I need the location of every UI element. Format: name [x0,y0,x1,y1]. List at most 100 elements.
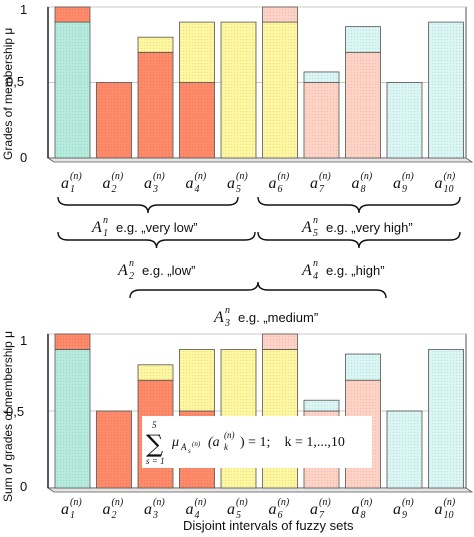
bottom-category-sub-3: 3 [152,510,158,521]
bottom-category-sub-7: 7 [319,510,325,521]
set-label-A4: A 4 n e.g. „high” [301,258,385,282]
top-category-sub-7: 7 [319,184,325,195]
bottom-category-label-6: a 6 (n) [269,497,290,521]
formula-mu: μ [171,435,179,450]
top-category-base-7: a [310,175,318,192]
top-category-label-6: a 6 (n) [269,171,290,195]
top-category-sub-10: 10 [444,184,454,195]
set-sup-A4: n [313,258,318,269]
set-sup-A1: n [103,215,108,226]
brace-n-5 [257,196,461,214]
top-bar-texture-4-A2 [179,82,215,158]
bottom-category-label-7: a 7 (n) [310,497,331,521]
bottom-category-sub-4: 4 [195,510,200,521]
top-category-sub-5: 5 [236,184,241,195]
top-category-label-9: a 9 (n) [393,171,414,195]
bottom-bar-texture-3-A3 [138,364,173,381]
set-symbol-A2: A [117,262,128,279]
bottom-category-base-2: a [103,501,111,518]
fuzzy-set-braces: A 1n e.g. „very low”A 2n e.g. „low”A 3n e.g. „… [57,196,461,329]
y-tick-0: 0 [20,479,27,494]
bottom-category-label-9: a 9 (n) [393,497,414,521]
bottom-category-sup-2: (n) [112,497,124,508]
bottom-category-base-8: a [352,501,360,518]
set-symbol-A5: A [301,219,312,236]
bottom-category-label-10: a 10 (n) [435,497,456,521]
top-bar-texture-7-A5 [304,71,339,83]
bottom-category-label-5: a 5 (n) [227,497,248,521]
top-bar-texture-1-A1 [55,22,90,158]
bottom-category-label-3: a 3 (n) [144,497,165,521]
membership-chart: 1 0,5 0 Grades of membership μ a 1(n) a 2(n… [1,2,474,195]
top-category-label-3: a 3 (n) [144,171,165,195]
top-bar-texture-2-A2 [96,82,132,158]
formula-box: 5 ∑ s = 1 μ A s (n) (a k (n) ) = 1; k = … [142,416,372,468]
top-category-sub-8: 8 [361,184,366,195]
set-symbol-A3: A [213,309,224,326]
bottom-category-base-10: a [435,501,443,518]
set-symbol-A1: A [91,219,102,236]
top-category-base-10: a [435,175,443,192]
set-sub-A4: 4 [313,271,318,282]
top-category-sub-1: 1 [70,184,75,195]
top-bar-texture-6-A4 [262,7,298,23]
brace-n-2 [57,231,256,249]
top-category-label-10: a 10 (n) [435,171,456,195]
bottom-category-sup-5: (n) [236,497,248,508]
top-category-sup-3: (n) [153,171,165,182]
top-bar-texture-3-A3 [138,37,173,53]
top-category-sub-2: 2 [112,184,117,195]
top-bar-texture-6-A3 [262,22,298,158]
bottom-category-base-5: a [227,501,235,518]
set-label-A3: A 3 n e.g. „medium” [213,305,318,329]
bottom-category-label-8: a 8 (n) [352,497,373,521]
set-sup-A5: n [313,215,318,226]
bars-layer [54,6,464,159]
set-desc-A2: e.g. „low” [142,263,195,278]
bottom-category-base-9: a [393,501,401,518]
top-category-sup-4: (n) [195,171,207,182]
y-tick-0-5: 0,5 [6,74,24,89]
bottom-category-sup-10: (n) [444,497,456,508]
y-tick-0: 0 [20,150,27,165]
top-bar-texture-4-A3 [179,22,215,83]
bottom-bar-texture-6-A4 [262,334,298,350]
bottom-category-base-4: a [186,501,194,518]
bottom-category-sup-1: (n) [70,497,82,508]
formula-mu-sub: A [180,442,187,452]
set-label-A1: A 1 n e.g. „very low” [91,215,198,239]
formula-mu-subsup: (n) [192,440,201,448]
set-desc-A3: e.g. „medium” [238,310,318,325]
top-category-sup-10: (n) [444,171,456,182]
bottom-category-base-1: a [61,501,69,518]
top-category-base-9: a [393,175,401,192]
bottom-bar-texture-9-A5 [387,411,422,488]
y-axis-label: Grades of membership μ [1,28,15,160]
top-category-sup-6: (n) [278,171,290,182]
bottom-bar-texture-8-A5 [345,354,381,381]
set-label-A2: A 2 n e.g. „low” [117,258,195,282]
top-category-sup-8: (n) [361,171,373,182]
top-category-label-2: a 2 (n) [103,171,124,195]
top-category-sub-6: 6 [278,184,283,195]
top-category-label-8: a 8 (n) [352,171,373,195]
bottom-category-sup-4: (n) [195,497,207,508]
bottom-category-sup-8: (n) [361,497,373,508]
top-category-base-2: a [103,175,111,192]
bottom-bar-texture-7-A5 [304,400,339,411]
set-sub-A3: 3 [224,318,230,329]
formula-mu-subsub: s [188,447,191,455]
sum-upper-limit: 5 [152,420,157,430]
y-tick-1: 1 [20,2,27,17]
bottom-bar-texture-1-A2 [55,334,90,350]
bottom-category-sub-1: 1 [70,510,75,521]
bottom-category-label-2: a 2 (n) [103,497,124,521]
top-bar-texture-9-A5 [387,82,422,158]
set-desc-A1: e.g. „very low” [116,220,198,235]
set-label-A5: A 5 n e.g. „very high” [301,215,413,239]
top-category-sup-1: (n) [70,171,82,182]
top-category-label-1: a 1 (n) [61,171,82,195]
bottom-category-sub-9: 9 [402,510,407,521]
top-category-sup-9: (n) [402,171,414,182]
